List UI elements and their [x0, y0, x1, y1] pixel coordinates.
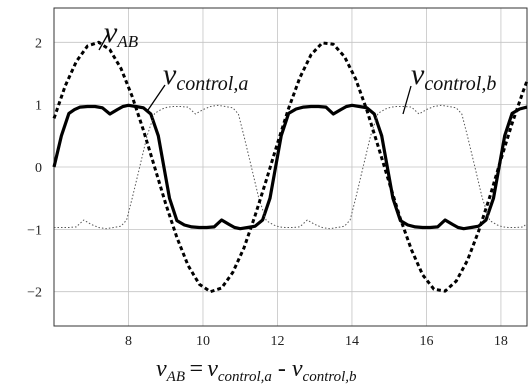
label-vcontrol-b: vcontrol,b [411, 58, 496, 95]
label-vAB-sub: AB [116, 32, 138, 51]
series-lines [52, 40, 529, 294]
label-vAB-main: v [104, 16, 118, 49]
y-tick-label: 0 [35, 161, 42, 176]
label-vcontrol-b-sub: control,b [424, 73, 496, 95]
xlabel-lhs-sub: AB [166, 369, 185, 385]
x-tick-label: 14 [345, 334, 359, 349]
xlabel-eq: = [188, 356, 204, 382]
xlabel-t1-main: v [207, 356, 218, 382]
label-vcontrol-a-sub: control,a [176, 73, 248, 95]
series-line-vcontrol_b [54, 104, 528, 230]
label-vcontrol-b-leader [402, 85, 412, 115]
x-tick-label: 16 [419, 334, 433, 349]
xlabel-t1-sub: control,a [218, 369, 272, 385]
grid [54, 8, 527, 326]
y-tick-label: 1 [35, 99, 42, 114]
series-line-vAB [52, 40, 529, 294]
x-tick-label: 12 [270, 334, 284, 349]
series-line-vcontrol_a [52, 103, 528, 231]
xlabel-lhs-main: v [156, 356, 167, 382]
x-tick-label: 8 [125, 334, 132, 349]
x-axis-label: vAB = vcontrol,a - vcontrol,b [156, 356, 357, 385]
xlabel-t2-main: v [292, 356, 303, 382]
label-vAB-leader [98, 33, 109, 51]
label-vAB: vAB [104, 16, 139, 51]
label-vcontrol-a: vcontrol,a [163, 58, 248, 95]
label-vcontrol-a-leader [147, 84, 166, 111]
x-tick-label: 10 [196, 334, 210, 349]
y-tick-labels: 2 1 0 −1 −2 [27, 36, 42, 300]
x-tick-label: 18 [494, 334, 508, 349]
y-tick-label: 2 [35, 36, 42, 51]
y-tick-label: −2 [27, 286, 42, 301]
x-tick-labels: 8 10 12 14 16 18 [125, 334, 508, 349]
xlabel-minus: - [278, 356, 286, 382]
label-vcontrol-a-main: v [163, 58, 177, 91]
xlabel-t2-sub: control,b [303, 369, 358, 385]
label-vcontrol-b-main: v [411, 58, 425, 91]
y-tick-label: −1 [27, 223, 42, 238]
